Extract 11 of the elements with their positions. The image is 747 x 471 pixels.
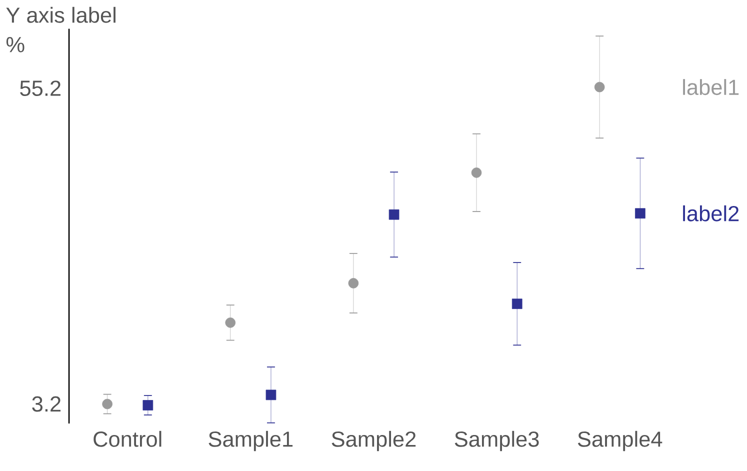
x-tick-label: Control (94, 431, 162, 448)
x-tick-label: Sample1 (208, 431, 293, 452)
x-tick-label: Sample3 (454, 431, 539, 452)
text: % (6, 37, 24, 53)
x-tick-label: Sample4 (578, 431, 662, 452)
y-tick-label: 55.2 (20, 80, 60, 96)
y-tick-label: 3.2 (32, 396, 60, 412)
x-tick-label: Sample2 (332, 431, 416, 452)
y-axis-title: Y axis label (6, 7, 116, 24)
series-label: label2 (683, 206, 739, 222)
text: label1 (683, 79, 739, 96)
